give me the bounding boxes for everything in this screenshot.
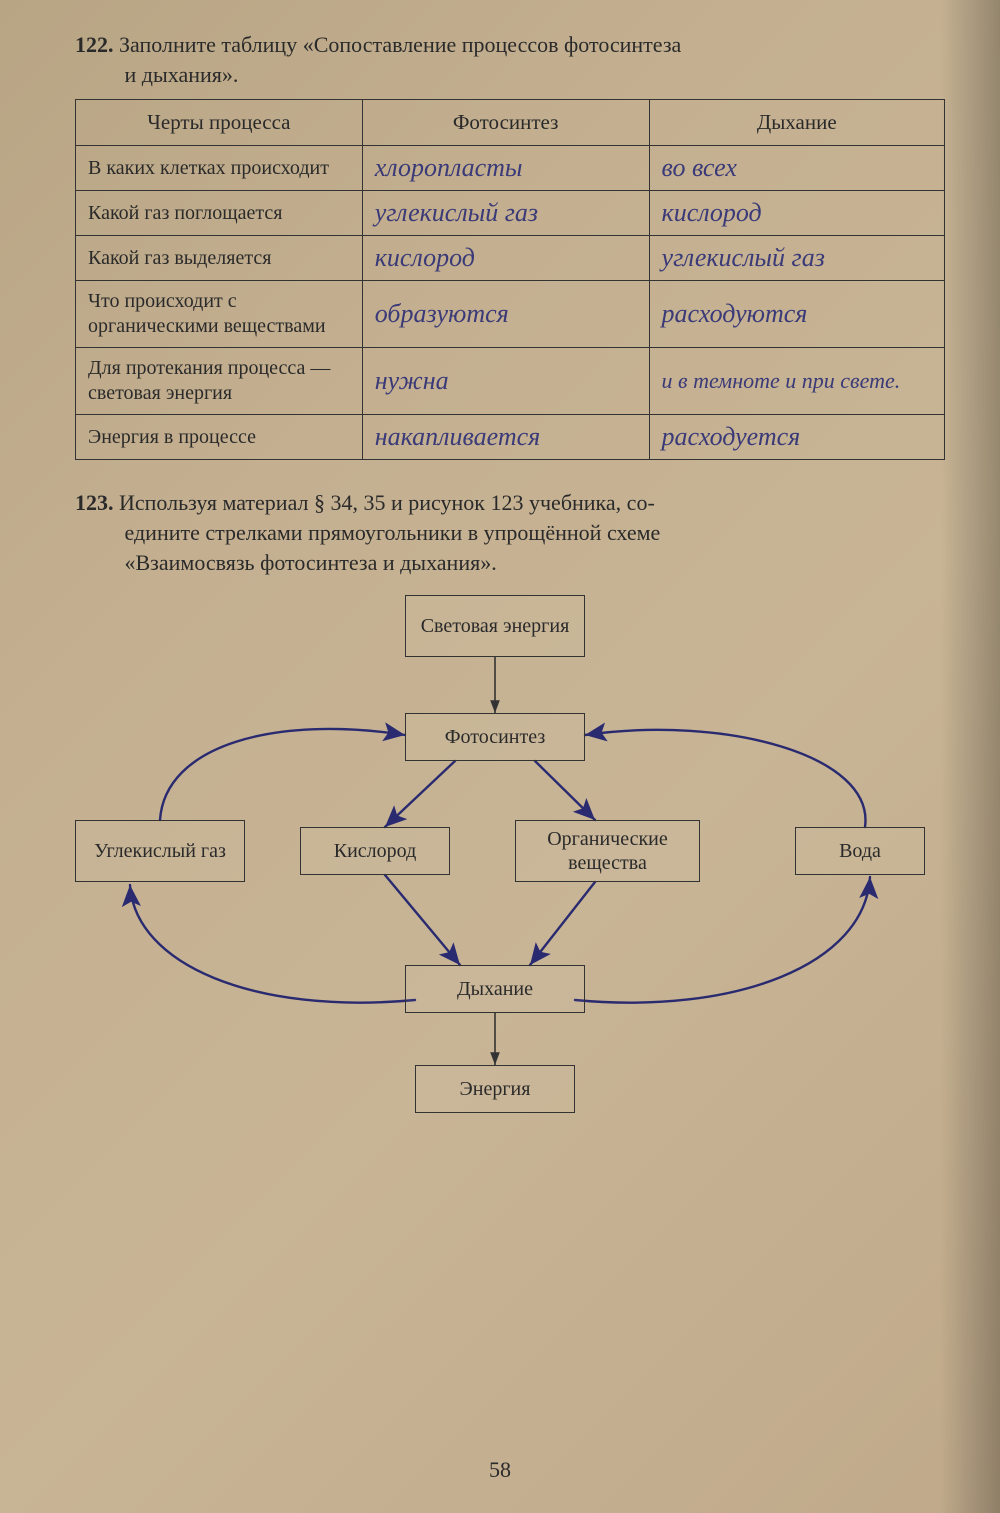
table-header-row: Черты процесса Фотосинтез Дыхание xyxy=(76,100,945,146)
cell-photo: накапливается xyxy=(375,422,540,451)
task-123-text-line2: едините стрелками прямоугольники в упрощ… xyxy=(125,520,661,545)
table-row: Какой газ выделяется кислород углекислый… xyxy=(76,236,945,281)
row-label: Энергия в процессе xyxy=(76,415,363,460)
diagram-node-org: Органические вещества xyxy=(515,820,700,882)
diagram-node-photo: Фотосинтез xyxy=(405,713,585,761)
hand-arrow-water-photo xyxy=(585,730,865,827)
cell-resp: расходуются xyxy=(662,299,808,328)
task-122-prompt: 122. Заполните таблицу «Сопоставление пр… xyxy=(75,30,945,89)
diagram-node-energy: Энергия xyxy=(415,1065,575,1113)
cell-photo: хлоропласты xyxy=(375,153,523,182)
task-123-number: 123. xyxy=(75,490,114,515)
table-row: Энергия в процессе накапливается расходу… xyxy=(76,415,945,460)
task-122-number: 122. xyxy=(75,32,114,57)
hand-arrow-o2-resp xyxy=(385,875,460,965)
diagram-node-resp: Дыхание xyxy=(405,965,585,1013)
cell-resp: и в темноте и при свете. xyxy=(662,368,901,393)
cell-resp: расходуется xyxy=(662,422,801,451)
table-row: Что происходит с органическими веществам… xyxy=(76,281,945,348)
diagram-node-co2: Углекислый газ xyxy=(75,820,245,882)
cell-photo: образуются xyxy=(375,299,509,328)
hand-arrow-resp-co2 xyxy=(130,885,415,1003)
task-122-text-line2: и дыхания». xyxy=(125,62,239,87)
row-label: Что происходит с органическими веществам… xyxy=(76,281,363,348)
task-123-prompt: 123. Используя материал § 34, 35 и рисун… xyxy=(75,488,945,577)
hand-arrow-photo-org xyxy=(535,761,595,820)
table-row: Какой газ поглощается углекислый газ кис… xyxy=(76,191,945,236)
row-label: Для протекания процесса — световая энерг… xyxy=(76,348,363,415)
row-label: Какой газ поглощается xyxy=(76,191,363,236)
row-label: В каких клетках происходит xyxy=(76,146,363,191)
comparison-table: Черты процесса Фотосинтез Дыхание В каки… xyxy=(75,99,945,460)
page-edge-shadow xyxy=(940,0,1000,1513)
task-123-text-line3: «Взаимосвязь фотосинтеза и дыхания». xyxy=(125,550,497,575)
cell-resp: во всех xyxy=(662,153,737,182)
page-number: 58 xyxy=(0,1457,1000,1483)
hand-arrow-org-resp xyxy=(530,882,595,965)
cell-resp: углекислый газ xyxy=(662,243,825,272)
header-col3: Дыхание xyxy=(649,100,944,146)
header-col1: Черты процесса xyxy=(76,100,363,146)
hand-arrow-photo-o2 xyxy=(385,761,455,827)
cell-resp: кислород xyxy=(662,198,762,227)
diagram-container: Световая энергия Фотосинтез Углекислый газ… xyxy=(75,595,945,1155)
table-row: Для протекания процесса — световая энерг… xyxy=(76,348,945,415)
cell-photo: нужна xyxy=(375,366,449,395)
cell-photo: углекислый газ xyxy=(375,198,538,227)
row-label: Какой газ выделяется xyxy=(76,236,363,281)
hand-arrow-co2-photo xyxy=(160,729,405,820)
task-123-text-line1: Используя материал § 34, 35 и рисунок 12… xyxy=(119,490,655,515)
header-col2: Фотосинтез xyxy=(362,100,649,146)
diagram-node-light: Световая энергия xyxy=(405,595,585,657)
cell-photo: кислород xyxy=(375,243,475,272)
table-row: В каких клетках происходит хлоропласты в… xyxy=(76,146,945,191)
task-122-text-line1: Заполните таблицу «Сопоставление процесс… xyxy=(119,32,681,57)
diagram-node-o2: Кислород xyxy=(300,827,450,875)
hand-arrow-resp-water xyxy=(575,877,870,1003)
diagram-node-water: Вода xyxy=(795,827,925,875)
